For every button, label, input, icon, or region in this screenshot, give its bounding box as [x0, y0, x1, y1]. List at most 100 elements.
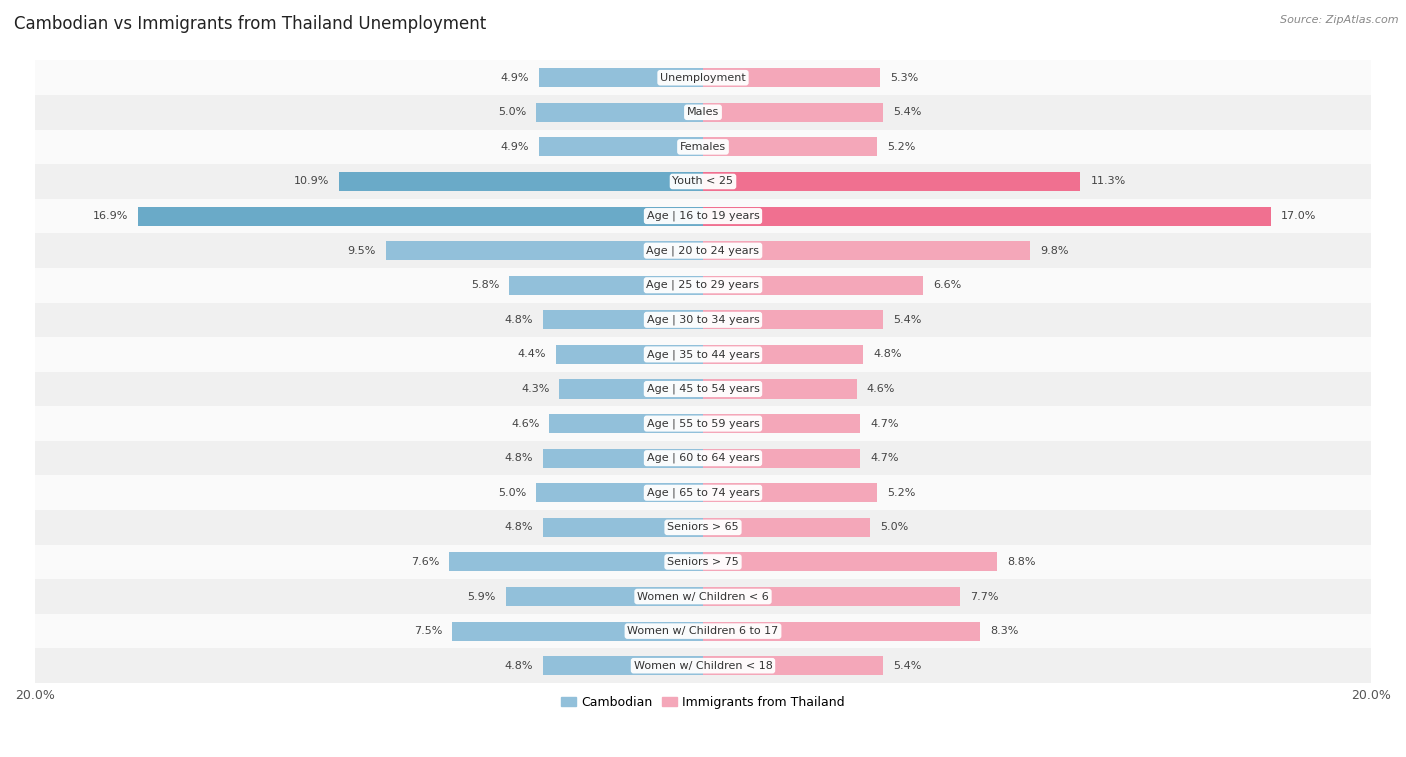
Text: 4.7%: 4.7% [870, 453, 898, 463]
Text: 5.8%: 5.8% [471, 280, 499, 290]
Text: 4.6%: 4.6% [510, 419, 540, 428]
Bar [453, 621, 703, 640]
Text: 7.5%: 7.5% [415, 626, 443, 636]
Bar [560, 379, 703, 398]
Bar [703, 68, 880, 87]
Text: Women w/ Children < 18: Women w/ Children < 18 [634, 661, 772, 671]
Text: Cambodian vs Immigrants from Thailand Unemployment: Cambodian vs Immigrants from Thailand Un… [14, 15, 486, 33]
Bar [703, 414, 860, 433]
Text: 5.4%: 5.4% [893, 315, 922, 325]
Text: 8.3%: 8.3% [990, 626, 1018, 636]
Text: 4.9%: 4.9% [501, 73, 529, 83]
Text: 9.8%: 9.8% [1040, 246, 1069, 256]
Bar [35, 268, 1371, 303]
Text: 11.3%: 11.3% [1091, 176, 1126, 186]
Text: 4.8%: 4.8% [505, 315, 533, 325]
Bar [543, 518, 703, 537]
Bar [35, 579, 1371, 614]
Text: 5.4%: 5.4% [893, 661, 922, 671]
Bar [536, 483, 703, 503]
Bar [543, 449, 703, 468]
Text: Age | 45 to 54 years: Age | 45 to 54 years [647, 384, 759, 394]
Text: Women w/ Children 6 to 17: Women w/ Children 6 to 17 [627, 626, 779, 636]
Bar [35, 199, 1371, 233]
Bar [703, 656, 883, 675]
Text: 6.6%: 6.6% [934, 280, 962, 290]
Text: 4.8%: 4.8% [505, 661, 533, 671]
Text: 5.4%: 5.4% [893, 107, 922, 117]
Text: 5.0%: 5.0% [880, 522, 908, 532]
Text: Seniors > 75: Seniors > 75 [666, 557, 740, 567]
Bar [35, 649, 1371, 683]
Bar [703, 137, 877, 157]
Bar [35, 164, 1371, 199]
Text: 4.9%: 4.9% [501, 142, 529, 152]
Bar [35, 372, 1371, 407]
Legend: Cambodian, Immigrants from Thailand: Cambodian, Immigrants from Thailand [555, 691, 851, 714]
Text: 10.9%: 10.9% [294, 176, 329, 186]
Text: 4.8%: 4.8% [873, 350, 901, 360]
Bar [703, 345, 863, 364]
Text: 4.3%: 4.3% [522, 384, 550, 394]
Text: Age | 60 to 64 years: Age | 60 to 64 years [647, 453, 759, 463]
Bar [35, 303, 1371, 337]
Bar [35, 61, 1371, 95]
Text: 8.8%: 8.8% [1007, 557, 1035, 567]
Text: Age | 25 to 29 years: Age | 25 to 29 years [647, 280, 759, 291]
Bar [543, 310, 703, 329]
Text: Age | 55 to 59 years: Age | 55 to 59 years [647, 419, 759, 428]
Bar [506, 587, 703, 606]
Bar [703, 172, 1080, 191]
Bar [35, 95, 1371, 129]
Text: Age | 35 to 44 years: Age | 35 to 44 years [647, 349, 759, 360]
Bar [138, 207, 703, 226]
Text: 5.2%: 5.2% [887, 488, 915, 498]
Text: 5.0%: 5.0% [498, 107, 526, 117]
Text: 5.3%: 5.3% [890, 73, 918, 83]
Text: Age | 65 to 74 years: Age | 65 to 74 years [647, 488, 759, 498]
Text: Youth < 25: Youth < 25 [672, 176, 734, 186]
Text: Source: ZipAtlas.com: Source: ZipAtlas.com [1281, 15, 1399, 25]
Text: 7.7%: 7.7% [970, 591, 998, 602]
Bar [703, 518, 870, 537]
Bar [35, 441, 1371, 475]
Bar [555, 345, 703, 364]
Bar [703, 276, 924, 294]
Bar [509, 276, 703, 294]
Text: Women w/ Children < 6: Women w/ Children < 6 [637, 591, 769, 602]
Bar [35, 407, 1371, 441]
Bar [703, 449, 860, 468]
Text: Seniors > 65: Seniors > 65 [668, 522, 738, 532]
Bar [703, 207, 1271, 226]
Bar [703, 587, 960, 606]
Bar [35, 475, 1371, 510]
Bar [536, 103, 703, 122]
Bar [35, 129, 1371, 164]
Text: 5.0%: 5.0% [498, 488, 526, 498]
Bar [540, 68, 703, 87]
Text: 4.8%: 4.8% [505, 453, 533, 463]
Bar [449, 553, 703, 572]
Bar [703, 379, 856, 398]
Text: 4.8%: 4.8% [505, 522, 533, 532]
Text: Females: Females [681, 142, 725, 152]
Bar [703, 103, 883, 122]
Bar [550, 414, 703, 433]
Bar [540, 137, 703, 157]
Bar [703, 310, 883, 329]
Bar [339, 172, 703, 191]
Bar [35, 233, 1371, 268]
Bar [703, 553, 997, 572]
Text: 17.0%: 17.0% [1281, 211, 1316, 221]
Bar [35, 614, 1371, 649]
Bar [703, 241, 1031, 260]
Bar [543, 656, 703, 675]
Text: Age | 20 to 24 years: Age | 20 to 24 years [647, 245, 759, 256]
Bar [703, 621, 980, 640]
Text: 5.9%: 5.9% [468, 591, 496, 602]
Bar [385, 241, 703, 260]
Text: 4.4%: 4.4% [517, 350, 546, 360]
Text: Age | 30 to 34 years: Age | 30 to 34 years [647, 315, 759, 325]
Text: Males: Males [688, 107, 718, 117]
Text: 7.6%: 7.6% [411, 557, 439, 567]
